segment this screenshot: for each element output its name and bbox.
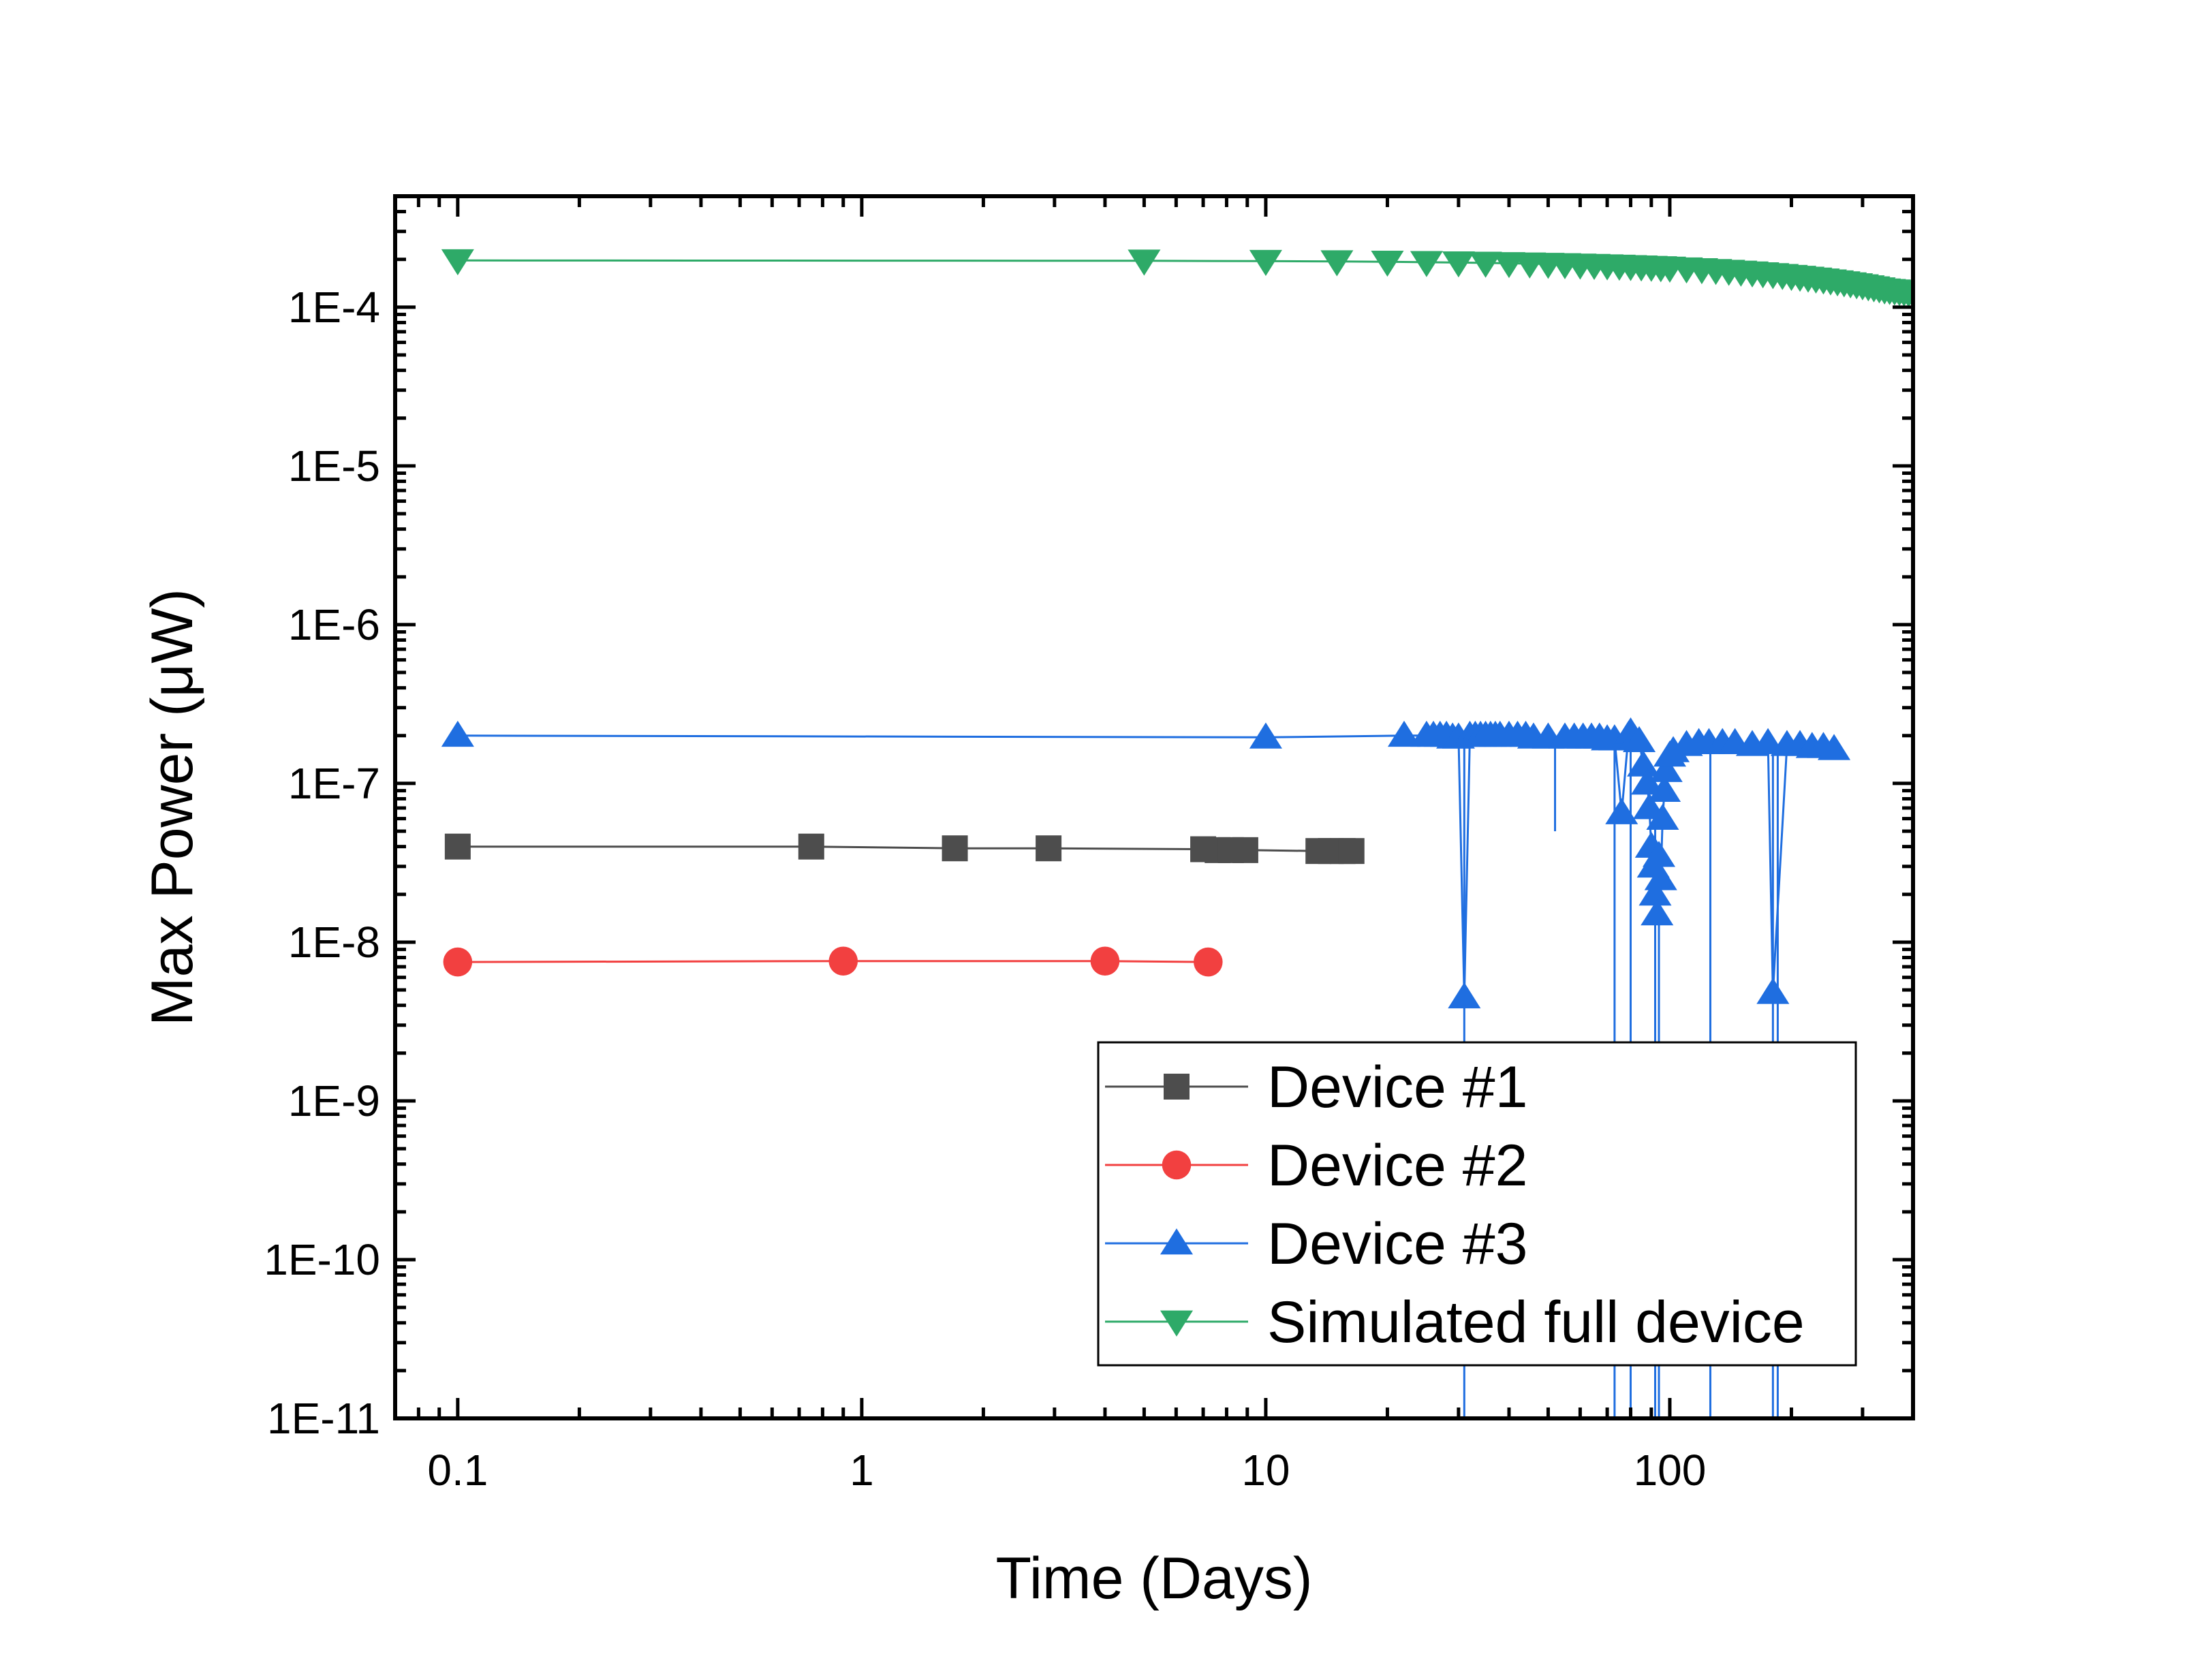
data-point <box>1448 982 1481 1009</box>
data-point <box>798 833 824 860</box>
x-axis-title: Time (Days) <box>995 1546 1312 1611</box>
data-point <box>1644 864 1677 890</box>
data-point <box>1623 726 1656 753</box>
data-point <box>1442 251 1475 278</box>
data-point <box>1036 835 1062 862</box>
data-point <box>1469 251 1502 278</box>
data-point <box>441 249 474 276</box>
data-point <box>1090 946 1120 976</box>
data-point <box>1648 775 1681 802</box>
data-point <box>1128 249 1161 276</box>
legend-label: Device #2 <box>1267 1133 1527 1198</box>
data-point <box>1338 838 1365 865</box>
data-point <box>1627 750 1660 777</box>
data-point <box>1249 249 1282 277</box>
data-point <box>828 946 858 976</box>
data-point <box>1631 768 1664 795</box>
y-axis-title: Max Power (μW) <box>140 589 205 1026</box>
legend-marker <box>1160 1310 1194 1337</box>
y-tick-label: 1E-9 <box>288 1076 380 1125</box>
data-point <box>1320 250 1354 277</box>
y-tick-label: 1E-5 <box>288 441 380 491</box>
legend: Device #1 Device #2 Device #3 Simulated ful… <box>1097 1041 1857 1367</box>
legend-marker <box>1160 1228 1194 1255</box>
data-point <box>1649 756 1683 782</box>
legend-marker <box>1162 1150 1192 1180</box>
legend-label: Device #3 <box>1267 1211 1527 1277</box>
y-tick-label: 1E-4 <box>288 283 380 332</box>
data-point <box>1756 978 1790 1004</box>
axes: 0.1 1 10 100 1E-11 1E-10 1E-9 1E-8 1E-7 1E-6 1E-5 1… <box>264 194 1915 1495</box>
y-tick-label: 1E-7 <box>288 759 380 808</box>
data-point <box>444 833 471 860</box>
data-point <box>443 947 473 977</box>
plot-area <box>441 249 1913 1418</box>
legend-label: Simulated full device <box>1267 1290 1805 1355</box>
data-point <box>441 720 474 747</box>
x-tick-label: 100 <box>1634 1446 1707 1495</box>
x-tick-label: 10 <box>1241 1446 1290 1495</box>
x-tick-label: 0.1 <box>427 1446 488 1495</box>
y-tick-label: 1E-8 <box>288 918 380 967</box>
data-point <box>1194 947 1223 977</box>
data-point <box>1642 841 1676 867</box>
legend-label: Device #1 <box>1267 1055 1527 1120</box>
series-line-2 <box>457 960 1209 963</box>
y-tick-label: 1E-6 <box>288 600 380 649</box>
data-point <box>942 835 968 862</box>
x-tick-label: 1 <box>850 1446 874 1495</box>
series-line-3 <box>457 730 1835 997</box>
data-point <box>1410 251 1443 277</box>
y-tick-label: 1E-11 <box>267 1394 380 1443</box>
data-point <box>1818 734 1851 760</box>
data-point <box>1605 798 1638 824</box>
legend-box <box>1097 1041 1857 1367</box>
data-point <box>1641 899 1674 926</box>
data-point <box>1232 837 1258 863</box>
legend-marker <box>1164 1074 1190 1100</box>
data-point <box>1646 803 1679 830</box>
y-tick-label: 1E-10 <box>264 1235 380 1284</box>
data-point <box>1638 879 1672 906</box>
data-point <box>1387 720 1421 747</box>
data-point <box>1249 722 1282 749</box>
data-point <box>1896 281 1913 308</box>
data-point <box>1371 250 1404 277</box>
